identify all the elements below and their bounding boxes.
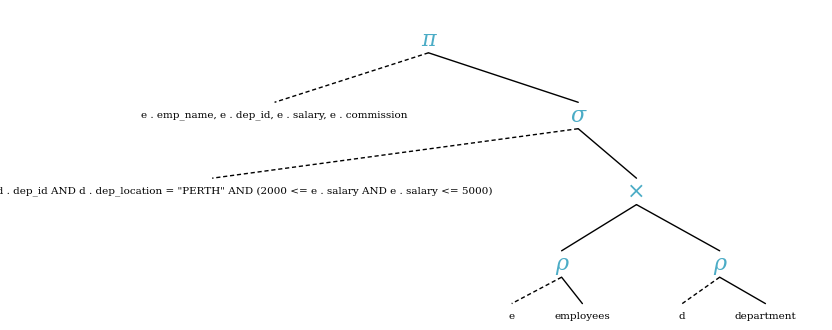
Text: e: e	[508, 312, 515, 321]
Text: ρ: ρ	[555, 253, 568, 275]
Text: department: department	[735, 312, 796, 321]
Text: e . emp_name, e . dep_id, e . salary, e . commission: e . emp_name, e . dep_id, e . salary, e …	[141, 111, 408, 120]
Text: ×: ×	[627, 181, 646, 202]
Text: σ: σ	[571, 105, 586, 126]
Text: ρ: ρ	[713, 253, 726, 275]
Text: π: π	[421, 29, 436, 50]
Text: employees: employees	[554, 312, 611, 321]
Text: d: d	[679, 312, 686, 321]
Text: e . dep_id = d . dep_id AND d . dep_location = "PERTH" AND (2000 <= e . salary A: e . dep_id = d . dep_id AND d . dep_loca…	[0, 186, 493, 196]
